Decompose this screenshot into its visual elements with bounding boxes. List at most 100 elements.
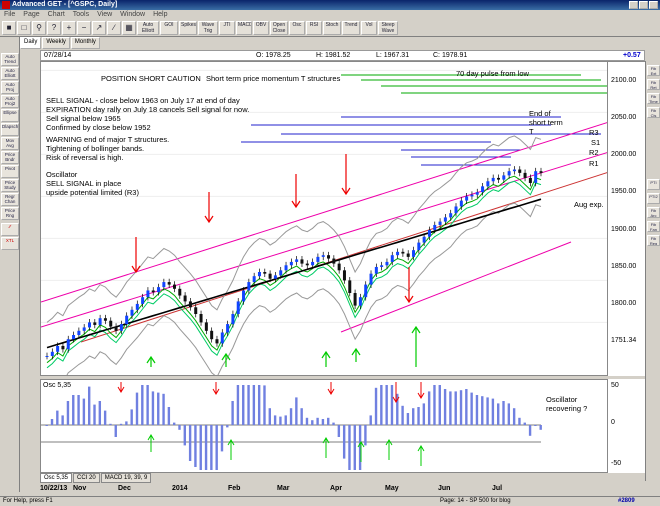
tab-osc[interactable]: Osc 5,35 xyxy=(40,473,73,483)
tool-ellipse[interactable]: Ellipse xyxy=(1,109,19,122)
help-icon[interactable]: ? xyxy=(47,21,61,35)
menu-tools[interactable]: Tools xyxy=(72,11,90,18)
sell-arrow-head xyxy=(341,187,351,196)
tool-fib-time[interactable]: Fib Time xyxy=(647,93,660,104)
candle-body xyxy=(327,255,331,259)
xtl-icon[interactable]: XTL xyxy=(1,237,19,250)
toolbar-rsi[interactable]: RSI xyxy=(306,21,322,35)
tab-macd[interactable]: MACD 19, 39, 9 xyxy=(100,473,152,483)
toolbar-open-close[interactable]: Open Close xyxy=(270,21,288,35)
oscillator-chart[interactable]: Osc 5,35 Oscillator recovering ? xyxy=(40,379,608,473)
candle-body xyxy=(125,315,129,325)
menu-page[interactable]: Page xyxy=(23,11,40,18)
tool-dlapsch[interactable]: Dlapsch xyxy=(1,123,19,136)
line-icon[interactable]: ∕ xyxy=(107,21,121,35)
menu-file[interactable]: File xyxy=(4,11,16,18)
toolbar-goi[interactable]: GOI xyxy=(160,21,178,35)
toolbar-stoch[interactable]: Stoch xyxy=(323,21,341,35)
candle-body xyxy=(119,324,123,331)
menu-chart[interactable]: Chart xyxy=(47,11,65,18)
candle-body xyxy=(135,303,139,310)
tab-cci[interactable]: CCI 20 xyxy=(73,473,100,483)
arrow-icon[interactable]: ↗ xyxy=(92,21,106,35)
candle-body xyxy=(146,290,150,298)
tool-fib-arc[interactable]: Fib Arc xyxy=(647,207,660,218)
quote-low: L: 1967.31 xyxy=(376,52,410,59)
toolbar-osc[interactable]: Osc xyxy=(289,21,305,35)
candle-body xyxy=(268,273,272,279)
price-chart[interactable]: POSITION SHORT CAUTION Short term price … xyxy=(40,61,608,376)
candle-body xyxy=(72,335,76,340)
osc-bar xyxy=(481,396,484,425)
tool-fib-cls[interactable]: Fib Cls xyxy=(647,107,660,118)
toolbar-steep-wave[interactable]: Steep Wave xyxy=(378,21,398,35)
tool-auto-trend[interactable]: Auto Trend xyxy=(1,53,19,66)
osc-bar xyxy=(358,425,362,470)
minimize-button[interactable] xyxy=(629,1,638,9)
buy-arrow-head xyxy=(321,350,331,359)
candle-body xyxy=(475,192,479,195)
toolbar-trend[interactable]: Trend xyxy=(342,21,360,35)
tool-fib-reg[interactable]: Fib Reg xyxy=(647,235,660,246)
tool-price-study[interactable]: Price Study xyxy=(1,179,19,192)
menu-help[interactable]: Help xyxy=(153,11,168,18)
candle-body xyxy=(348,280,352,293)
tool-auto-proj[interactable]: Auto Proj xyxy=(1,81,19,94)
toolbar-auto-elliott[interactable]: Auto Elliott xyxy=(137,21,159,35)
osc-bar xyxy=(502,401,505,425)
position-label: POSITION SHORT CAUTION xyxy=(101,74,201,83)
toolbar-spikes[interactable]: Spikes xyxy=(179,21,197,35)
date-axis: 10/22/13 Nov Dec 2014 Feb Mar Apr May Ju… xyxy=(40,485,608,495)
candle-body xyxy=(342,270,346,281)
tool-auto-elliott[interactable]: Auto Elliott xyxy=(1,67,19,80)
candle-body xyxy=(279,270,283,276)
osc-arrow-head xyxy=(327,388,335,395)
lines-icon[interactable]: ∕∕ xyxy=(1,223,19,236)
sell-arrow-head xyxy=(131,265,141,274)
osc-arrow-head xyxy=(212,388,220,395)
tab-monthly[interactable]: Monthly xyxy=(70,37,100,49)
tool-pti[interactable]: PTI xyxy=(647,179,660,190)
toolbar-obv[interactable]: OBV xyxy=(253,21,269,35)
tab-weekly[interactable]: Weekly xyxy=(42,37,70,49)
zoom-in-icon[interactable]: + xyxy=(62,21,76,35)
tab-daily[interactable]: Daily xyxy=(20,37,42,49)
candle-body xyxy=(204,322,208,331)
print-icon[interactable]: □ xyxy=(17,21,31,35)
candle-body xyxy=(539,171,543,173)
candle-body xyxy=(210,330,214,340)
menu-window[interactable]: Window xyxy=(120,11,146,18)
toolbar-jti[interactable]: JTI xyxy=(219,21,235,35)
tool-mov-avg[interactable]: Mov Avg xyxy=(1,137,19,150)
toolbar-vol[interactable]: Vol xyxy=(361,21,377,35)
tool-fib-fan[interactable]: Fib Fan xyxy=(647,221,660,232)
osc-bar xyxy=(417,407,420,425)
grid-icon[interactable]: ▦ xyxy=(122,21,136,35)
tool-fib-ext[interactable]: Fib Ext xyxy=(647,65,660,76)
osc-bar xyxy=(342,425,346,459)
tool-pti2[interactable]: PTI2 xyxy=(647,193,660,204)
menu-view[interactable]: View xyxy=(97,11,113,18)
tool-price-bndr[interactable]: Price Bndr xyxy=(1,151,19,164)
close-button[interactable] xyxy=(649,1,658,9)
osc-bar xyxy=(284,415,287,425)
tool-auto-proj2[interactable]: Auto Proj2 xyxy=(1,95,19,108)
open-icon[interactable]: ■ xyxy=(2,21,16,35)
sell-arrow-head xyxy=(204,215,214,224)
search-icon[interactable]: ⚲ xyxy=(32,21,46,35)
maximize-button[interactable] xyxy=(639,1,648,9)
toolbar-wave-trig[interactable]: Wave Trig xyxy=(198,21,218,35)
osc-bar xyxy=(119,423,123,425)
tool-fib-ret[interactable]: Fib Ret xyxy=(647,79,660,90)
zoom-out-icon[interactable]: − xyxy=(77,21,91,35)
osc-bar xyxy=(353,425,356,470)
tool-price-rng[interactable]: Price Rng xyxy=(1,207,19,220)
tool-regr-chan[interactable]: Regr Chan xyxy=(1,193,19,206)
r3-label: R3 xyxy=(589,128,599,137)
s1-label: S1 xyxy=(591,138,601,147)
candle-body xyxy=(114,326,118,331)
osc-bar xyxy=(279,416,282,425)
toolbar-macd[interactable]: MACD xyxy=(236,21,252,35)
osc-bar xyxy=(401,405,404,425)
tool-pivot[interactable]: Pivot xyxy=(1,165,19,178)
